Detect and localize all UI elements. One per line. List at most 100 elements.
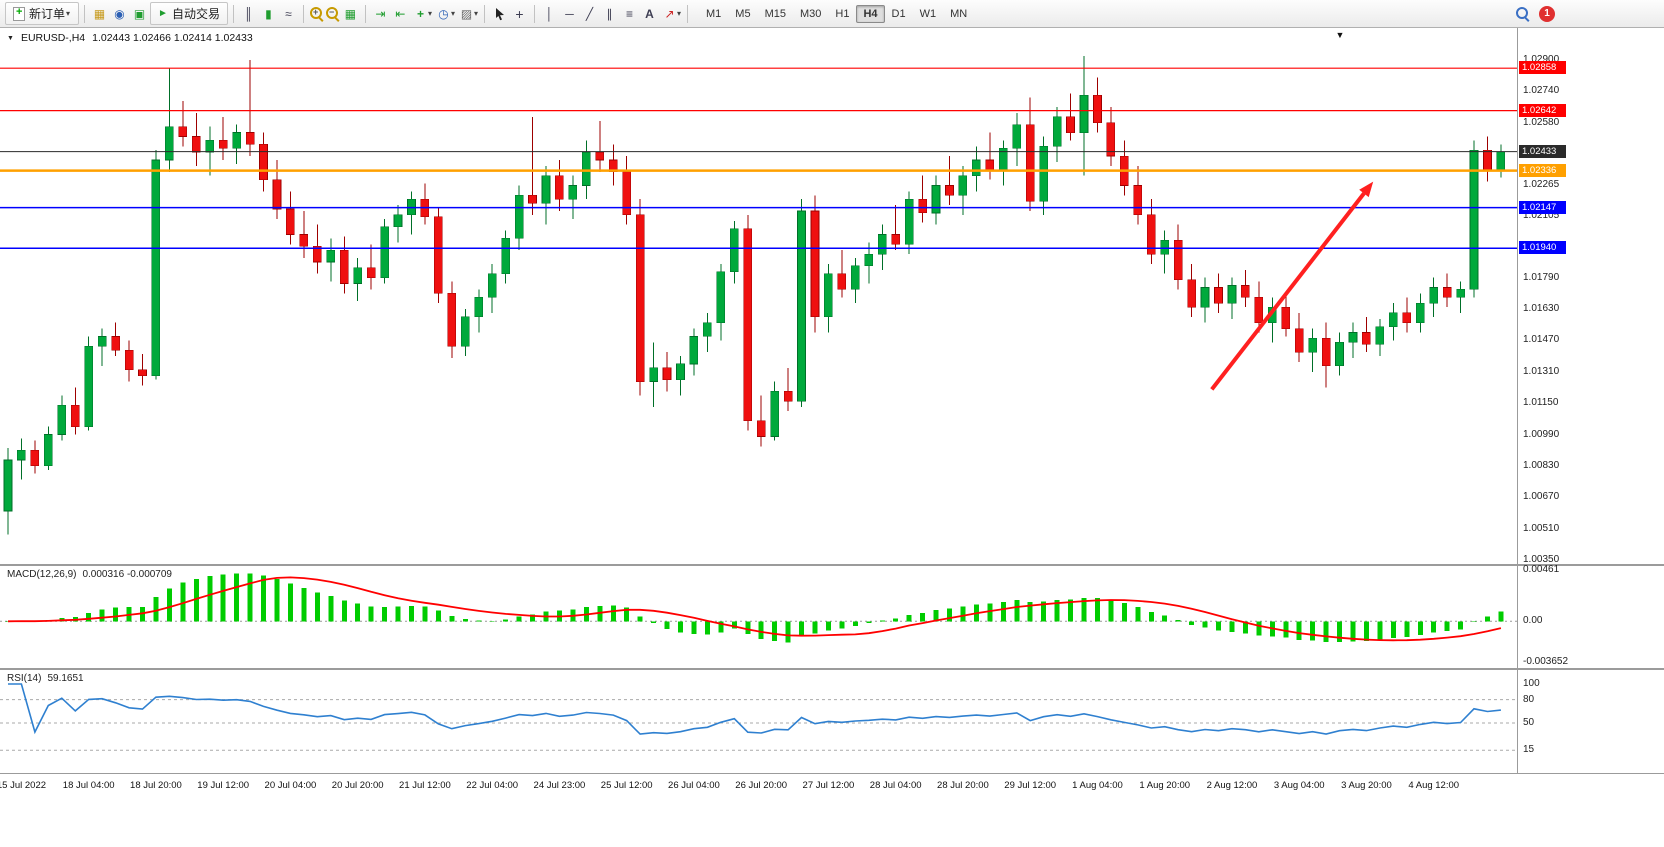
toolbar: 新订单 ▾ ▦ ◉ ▣ ► 自动交易 ║ ▮ ≈ + − ▦ ⇥ ⇤ + ▾ ◷… bbox=[0, 0, 1664, 28]
terminal-icon[interactable]: ▣ bbox=[133, 6, 146, 21]
toolbar-separator bbox=[687, 4, 689, 23]
trendline-icon[interactable]: ╱ bbox=[585, 6, 594, 21]
new-order-button[interactable]: 新订单 ▾ bbox=[5, 2, 80, 25]
cursor-icon[interactable] bbox=[490, 4, 509, 23]
trend-arrow[interactable] bbox=[1210, 181, 1374, 391]
crosshair-icon[interactable]: + bbox=[515, 5, 524, 22]
plus-sign: + bbox=[312, 7, 319, 17]
period-clock-icon[interactable]: ◷ bbox=[438, 6, 449, 21]
indicator-axis-label: -0.003652 bbox=[1523, 656, 1569, 667]
price-tag-1.02642: 1.02642 bbox=[1519, 103, 1566, 117]
chart-menu-icon[interactable]: ▼ bbox=[7, 34, 14, 42]
fibonacci-icon[interactable]: ≡ bbox=[625, 6, 633, 21]
price-tick-label: 1.01630 bbox=[1523, 303, 1560, 315]
price-tick-label: 1.02900 bbox=[1523, 54, 1560, 65]
navigator-icon[interactable]: ◉ bbox=[114, 6, 125, 21]
toolbar-separator bbox=[232, 4, 234, 23]
arrows-tool-icon[interactable]: ↗ bbox=[664, 6, 675, 21]
time-axis-label: 28 Jul 04:00 bbox=[869, 780, 922, 791]
indicator-axis-label: 50 bbox=[1523, 717, 1535, 728]
minus-sign: − bbox=[328, 7, 335, 17]
timeframe-m5[interactable]: M5 bbox=[735, 7, 751, 20]
auto-scroll-icon[interactable]: ⇥ bbox=[375, 6, 386, 21]
chevron-down-icon[interactable]: ▾ bbox=[450, 9, 455, 18]
timeframe-m1[interactable]: M1 bbox=[706, 7, 722, 20]
chevron-down-icon: ▾ bbox=[66, 9, 71, 18]
chevron-down-icon[interactable]: ▾ bbox=[427, 9, 432, 18]
candlestick-series bbox=[3, 56, 1506, 535]
chart-ohlc-values: 1.02443 1.02466 1.02414 1.02433 bbox=[92, 32, 253, 44]
macd-signal-line bbox=[7, 576, 1502, 642]
macd-label: MACD(12,26,9) 0.000316 -0.000709 bbox=[7, 569, 172, 580]
indicator-axis-label: 80 bbox=[1523, 693, 1535, 705]
timeframe-m15[interactable]: M15 bbox=[764, 7, 786, 20]
horizontal-line-icon[interactable]: ─ bbox=[565, 6, 574, 21]
line-chart-icon[interactable]: ≈ bbox=[285, 6, 292, 21]
chart-window: ▼ EURUSD-,H4 1.02443 1.02466 1.02414 1.0… bbox=[0, 28, 1664, 797]
template-icon[interactable]: ▨ bbox=[460, 6, 473, 21]
toolbar-right-cluster: 1 bbox=[1515, 5, 1659, 22]
time-axis-label: 20 Jul 04:00 bbox=[264, 780, 317, 791]
panel-separator[interactable] bbox=[0, 668, 1664, 670]
timeframe-group: M1 M5 M15 M30 H1 H4 D1 W1 MN bbox=[699, 4, 974, 23]
new-chart-icon[interactable]: + bbox=[416, 6, 424, 21]
search-icon[interactable] bbox=[1515, 6, 1530, 21]
notification-badge[interactable]: 1 bbox=[1539, 5, 1555, 22]
price-tick-label: 1.00990 bbox=[1523, 428, 1560, 440]
time-axis-label: 26 Jul 04:00 bbox=[668, 780, 720, 791]
price-axis[interactable]: 1.029001.027401.025801.024201.022651.021… bbox=[1519, 28, 1664, 797]
indicator-axis-label: 0.00461 bbox=[1523, 564, 1560, 575]
panel-separator[interactable] bbox=[0, 564, 1664, 566]
timeframe-d1[interactable]: D1 bbox=[891, 7, 906, 20]
chart-symbol-period: EURUSD-,H4 bbox=[20, 32, 86, 44]
price-tick-label: 1.01790 bbox=[1523, 271, 1560, 283]
zoom-out-icon[interactable]: − bbox=[325, 6, 340, 21]
timeframe-mn[interactable]: MN bbox=[950, 7, 968, 20]
vertical-line-icon[interactable]: │ bbox=[545, 6, 554, 21]
text-tool-icon[interactable]: A bbox=[645, 6, 654, 21]
toolbar-separator bbox=[84, 4, 86, 23]
bar-chart-icon[interactable]: ║ bbox=[244, 6, 253, 21]
time-axis-label: 29 Jul 12:00 bbox=[1004, 780, 1057, 791]
autotrading-button[interactable]: ► 自动交易 bbox=[150, 2, 228, 25]
indicator-axis-label: 15 bbox=[1523, 744, 1535, 756]
price-tag-1.02858: 1.02858 bbox=[1519, 61, 1566, 75]
macd-svg[interactable] bbox=[0, 566, 1664, 668]
price-tick-label: 1.02580 bbox=[1523, 116, 1560, 128]
price-tag-1.02336: 1.02336 bbox=[1519, 163, 1566, 177]
candlestick-chart-icon[interactable]: ▮ bbox=[265, 6, 272, 21]
market-watch-icon[interactable]: ▦ bbox=[93, 6, 106, 21]
macd-histogram bbox=[5, 573, 1504, 643]
time-axis-label: 3 Aug 04:00 bbox=[1273, 780, 1325, 791]
indicator-axis-label: 0.00 bbox=[1523, 615, 1543, 627]
tile-windows-icon[interactable]: ▦ bbox=[344, 6, 357, 21]
zoom-in-icon[interactable]: + bbox=[309, 6, 324, 21]
chevron-down-icon[interactable]: ▾ bbox=[677, 9, 682, 18]
time-axis-label: 18 Jul 04:00 bbox=[62, 780, 115, 791]
channel-icon[interactable]: ∥ bbox=[606, 6, 613, 21]
chart-shift-icon[interactable]: ⇤ bbox=[395, 6, 406, 21]
rsi-value: 59.1651 bbox=[47, 673, 84, 684]
timeframe-m30[interactable]: M30 bbox=[799, 7, 822, 20]
time-axis-label: 24 Jul 23:00 bbox=[533, 780, 586, 791]
main-chart-svg[interactable] bbox=[0, 28, 1664, 565]
macd-name: MACD(12,26,9) bbox=[7, 569, 77, 580]
timeframe-h4[interactable]: H4 bbox=[856, 4, 885, 23]
price-tick-label: 1.02105 bbox=[1523, 209, 1560, 221]
price-tag-1.01940: 1.01940 bbox=[1519, 241, 1566, 255]
autotrading-play-icon: ► bbox=[158, 8, 168, 19]
chevron-down-icon[interactable]: ▾ bbox=[473, 9, 478, 18]
time-axis-label: 19 Jul 12:00 bbox=[197, 780, 250, 791]
rsi-name: RSI(14) bbox=[7, 673, 42, 684]
toolbar-separator bbox=[534, 4, 535, 23]
time-axis-label: 15 Jul 2022 bbox=[0, 780, 47, 791]
price-tag-1.02147: 1.02147 bbox=[1519, 200, 1566, 214]
timeframe-w1[interactable]: W1 bbox=[919, 7, 937, 20]
time-axis[interactable]: 15 Jul 2022 18 Jul 04:00 18 Jul 20:00 19 Ju… bbox=[0, 773, 1664, 797]
time-axis-label: 21 Jul 12:00 bbox=[399, 780, 451, 791]
axis-separator bbox=[1517, 28, 1518, 773]
timeframe-h1[interactable]: H1 bbox=[835, 7, 850, 20]
price-tick-label: 1.02265 bbox=[1523, 178, 1560, 190]
toolbar-separator bbox=[302, 4, 304, 23]
rsi-svg[interactable] bbox=[0, 670, 1664, 773]
